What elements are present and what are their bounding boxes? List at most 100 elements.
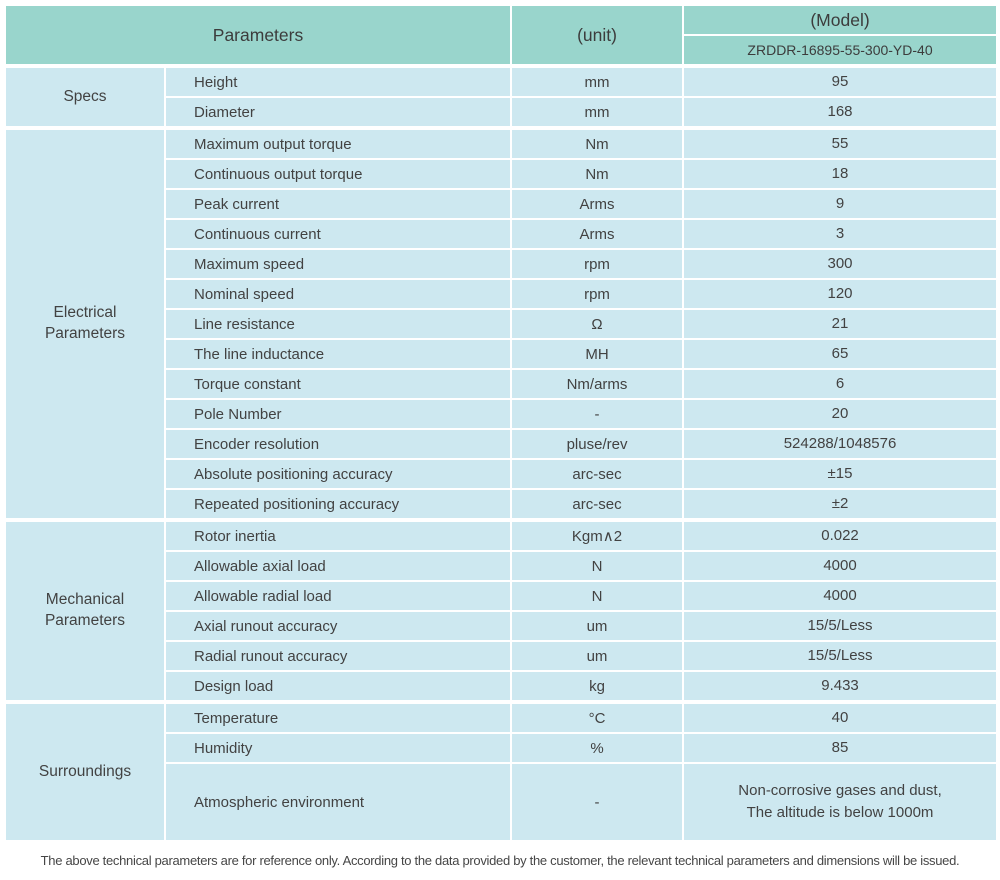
- table-row: Continuous current Arms 3: [5, 218, 999, 250]
- table-row: Allowable radial load N 4000: [5, 580, 999, 612]
- parameter-name-cell: Design load: [163, 670, 513, 703]
- table-row: Electrical Parameters Maximum output torq…: [4, 126, 999, 521]
- parameter-name-cell: Torque constant: [163, 368, 513, 400]
- table-row: Maximum speed rpm 300: [5, 248, 999, 280]
- header-row-2: ZRDDR-16895-55-300-YD-40: [5, 34, 999, 67]
- parameter-name-cell: Height: [163, 64, 513, 98]
- parameter-name-cell: Repeated positioning accuracy: [163, 488, 513, 521]
- table-row: Absolute positioning accuracy arc-sec ±15: [5, 458, 999, 490]
- section-electrical-parameters: Electrical Parameters Maximum output torq…: [4, 126, 999, 521]
- table-row: Design load kg 9.433: [5, 670, 999, 703]
- parameter-name-cell: Atmospheric environment: [163, 762, 513, 842]
- unit-cell: Arms: [510, 218, 685, 250]
- parameter-name-cell: Radial runout accuracy: [163, 640, 513, 672]
- unit-cell: Kgm∧2: [510, 518, 685, 552]
- value-cell: 20: [682, 398, 999, 430]
- value-cell: 15/5/Less: [682, 610, 999, 642]
- value-cell: 40: [682, 700, 999, 734]
- section-surroundings: Surroundings Temperature °C 40 Humidity% 85 At…: [4, 700, 999, 842]
- value-cell: 120: [682, 278, 999, 310]
- section-label-surroundings: Surroundings: [4, 700, 166, 842]
- model-number: ZRDDR-16895-55-300-YD-40: [682, 34, 999, 67]
- unit-cell: mm: [510, 64, 685, 98]
- unit-cell: °C: [510, 700, 685, 734]
- value-cell: 4000: [682, 580, 999, 612]
- unit-cell: um: [510, 640, 685, 672]
- unit-cell: Nm/arms: [510, 368, 685, 400]
- unit-cell: -: [510, 762, 685, 842]
- table-row: Surroundings Temperature °C 40: [4, 700, 999, 842]
- parameter-name-cell: Allowable radial load: [163, 580, 513, 612]
- unit-cell: rpm: [510, 278, 685, 310]
- value-cell: 55: [682, 126, 999, 160]
- unit-cell: N: [510, 550, 685, 582]
- value-cell: 524288/1048576: [682, 428, 999, 460]
- table-row: Specs Height mm 95: [4, 64, 999, 129]
- header-row-1: Parameters (unit) (Model): [3, 4, 999, 67]
- value-cell: 18: [682, 158, 999, 190]
- parameter-name-cell: Axial runout accuracy: [163, 610, 513, 642]
- parameter-name-cell: Temperature: [163, 700, 513, 734]
- unit-cell: Nm: [510, 158, 685, 190]
- unit-cell: Arms: [510, 188, 685, 220]
- table-row: Atmospheric environment - Non-corrosive ga…: [5, 762, 999, 842]
- table-row: Diameter mm 168: [5, 96, 999, 129]
- table-row: Radial runout accuracy um 15/5/Less: [5, 640, 999, 672]
- parameter-name-cell: The line inductance: [163, 338, 513, 370]
- section-mechanical-parameters: Mechanical Parameters Rotor inertia Kgm∧2 0…: [4, 518, 999, 703]
- table-row: Axial runout accuracy um 15/5/Less: [5, 610, 999, 642]
- table-row: Torque constant Nm/arms 6: [5, 368, 999, 400]
- table-row: Continuous output torque Nm 18: [5, 158, 999, 190]
- parameter-name-cell: Pole Number: [163, 398, 513, 430]
- value-cell: ±2: [682, 488, 999, 521]
- table-row: Allowable axial load N 4000: [5, 550, 999, 582]
- value-cell: 6: [682, 368, 999, 400]
- section-label-electrical-parameters: Electrical Parameters: [4, 126, 166, 521]
- table-row: The line inductance MH 65: [5, 338, 999, 370]
- unit-cell: arc-sec: [510, 458, 685, 490]
- parameter-name-cell: Nominal speed: [163, 278, 513, 310]
- value-cell: Non-corrosive gases and dust, The altitu…: [682, 762, 999, 842]
- value-cell: 85: [682, 732, 999, 764]
- unit-cell: mm: [510, 96, 685, 129]
- table-row: Pole Number -20: [5, 398, 999, 430]
- section-label-mechanical-parameters: Mechanical Parameters: [4, 518, 166, 703]
- unit-cell: kg: [510, 670, 685, 703]
- table-row: Mechanical Parameters Rotor inertia Kgm∧2 0…: [4, 518, 999, 703]
- table-row: Line resistance Ω 21: [5, 308, 999, 340]
- table-row: Nominal speed rpm 120: [5, 278, 999, 310]
- parameter-name-cell: Maximum speed: [163, 248, 513, 280]
- value-cell: 9: [682, 188, 999, 220]
- value-cell: 65: [682, 338, 999, 370]
- parameter-name-cell: Rotor inertia: [163, 518, 513, 552]
- unit-cell: MH: [510, 338, 685, 370]
- header-unit: (unit): [510, 4, 685, 67]
- unit-cell: arc-sec: [510, 488, 685, 521]
- header-parameters: Parameters: [3, 4, 513, 67]
- value-cell: ±15: [682, 458, 999, 490]
- parameter-name-cell: Maximum output torque: [163, 126, 513, 160]
- unit-cell: um: [510, 610, 685, 642]
- value-cell: 95: [682, 64, 999, 98]
- table-row: Encoder resolution pluse/rev 524288/104857…: [5, 428, 999, 460]
- value-cell: 15/5/Less: [682, 640, 999, 672]
- unit-cell: %: [510, 732, 685, 764]
- value-cell: 168: [682, 96, 999, 129]
- value-cell: 300: [682, 248, 999, 280]
- parameter-name-cell: Humidity: [163, 732, 513, 764]
- parameter-name-cell: Allowable axial load: [163, 550, 513, 582]
- unit-cell: rpm: [510, 248, 685, 280]
- parameter-name-cell: Peak current: [163, 188, 513, 220]
- parameter-name-cell: Continuous current: [163, 218, 513, 250]
- unit-cell: pluse/rev: [510, 428, 685, 460]
- value-cell: 4000: [682, 550, 999, 582]
- table-header: Parameters (unit) (Model) ZRDDR-16895-55…: [3, 4, 999, 67]
- section-specs: Specs Height mm 95 Diameter mm 168: [4, 64, 999, 129]
- value-cell: 9.433: [682, 670, 999, 703]
- parameter-name-cell: Absolute positioning accuracy: [163, 458, 513, 490]
- unit-cell: Ω: [510, 308, 685, 340]
- footnote: The above technical parameters are for r…: [40, 853, 960, 868]
- table-row: Peak current Arms 9: [5, 188, 999, 220]
- parameter-name-cell: Encoder resolution: [163, 428, 513, 460]
